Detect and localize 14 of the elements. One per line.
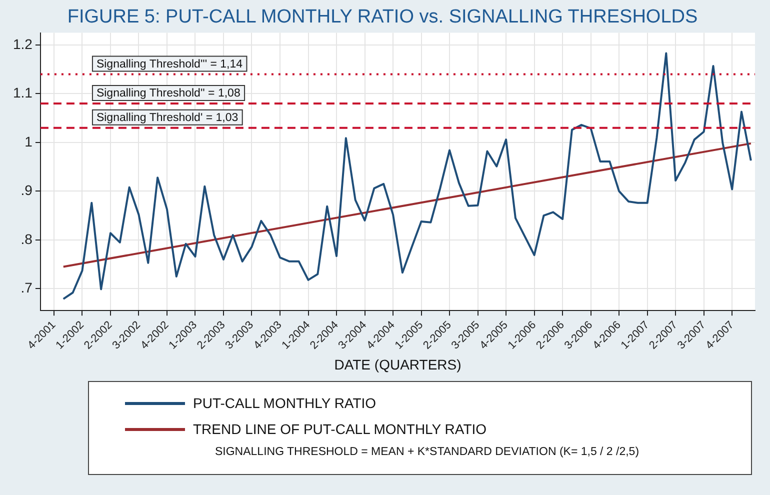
ref-line-label: Signalling Threshold''' = 1,14 bbox=[96, 58, 244, 70]
y-tick-label: 1 bbox=[24, 133, 33, 150]
y-tick-label: .8 bbox=[20, 230, 33, 247]
text: SIGNALLING THRESHOLD = MEAN + K*STANDARD DEVIATION (K= 1,5 / 2 /2,5) bbox=[215, 446, 640, 458]
ref-line-label: Signalling Threshold' = 1,03 bbox=[96, 112, 238, 124]
y-tick-label: .9 bbox=[20, 182, 33, 198]
legend-label: PUT-CALL MONTHLY RATIO bbox=[193, 395, 376, 411]
y-tick-label: 1.1 bbox=[12, 84, 33, 101]
y-tick-label: 1.2 bbox=[12, 36, 33, 52]
chart-title: FIGURE 5: PUT-CALL MONTHLY RATIO vs. SIGNALLING THRESHOLDS bbox=[67, 6, 698, 28]
y-tick-label: .7 bbox=[20, 280, 33, 296]
ref-line-label: Signalling Threshold'' = 1,08 bbox=[96, 88, 240, 100]
x-axis-title: DATE (QUARTERS) bbox=[334, 356, 462, 372]
legend-label: TREND LINE OF PUT-CALL MONTHLY RATIO bbox=[193, 421, 487, 437]
